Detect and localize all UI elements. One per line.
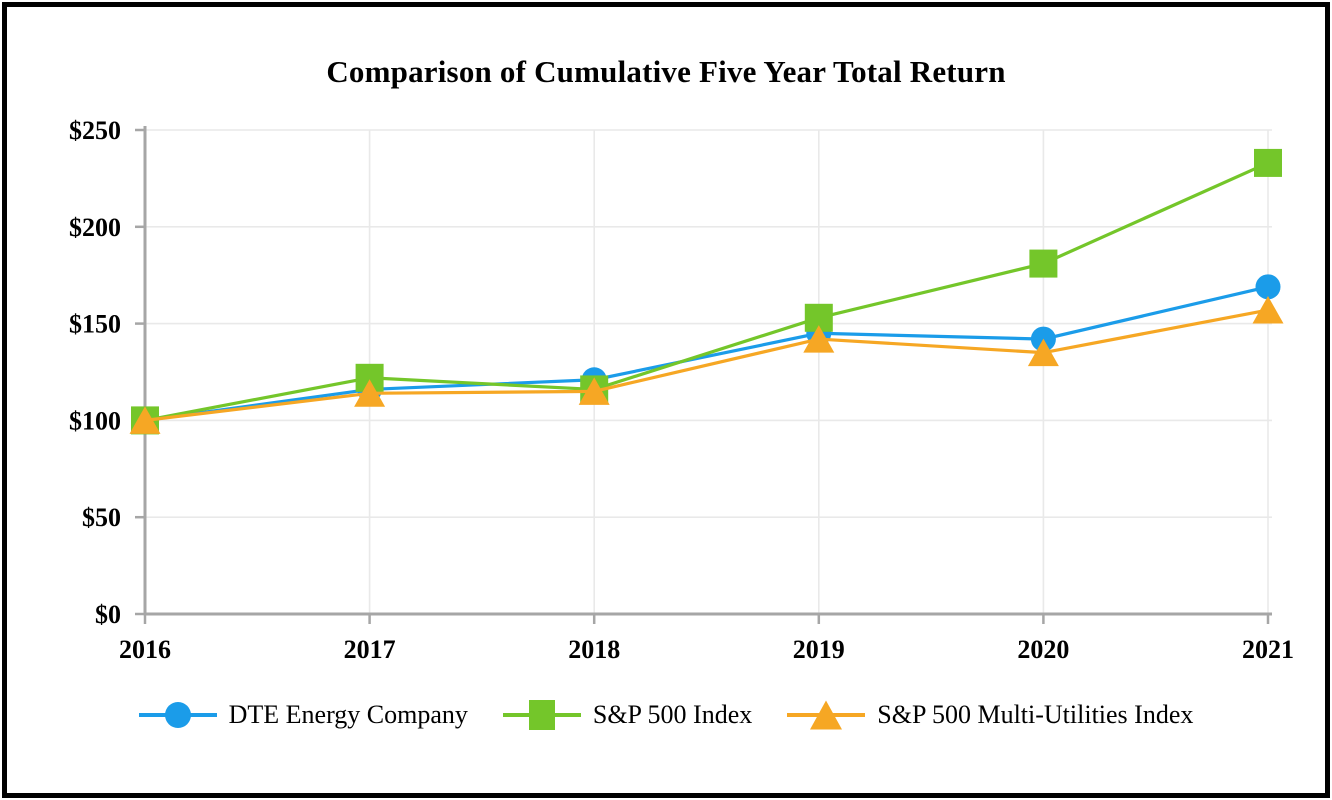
legend-label: DTE Energy Company <box>228 700 468 729</box>
legend-label: S&P 500 Multi-Utilities Index <box>877 700 1194 729</box>
data-point-triangle <box>1027 338 1059 367</box>
y-tick-label: $250 <box>69 116 121 145</box>
square-marker-icon <box>528 700 555 730</box>
x-tick-label: 2021 <box>1242 635 1294 664</box>
x-tick-label: 2016 <box>119 635 171 664</box>
triangle-marker-icon <box>810 700 843 730</box>
x-tick-label: 2020 <box>1017 635 1069 664</box>
y-tick-label: $50 <box>82 503 121 532</box>
data-point-triangle <box>1252 296 1284 324</box>
y-tick-label: $150 <box>69 310 121 339</box>
data-point-triangle <box>578 377 610 405</box>
chart-legend: DTE Energy Company S&P 500 Index S&P 500… <box>0 698 1332 732</box>
legend-swatch <box>787 698 866 732</box>
x-tick-label: 2019 <box>793 635 845 664</box>
chart-title: Comparison of Cumulative Five Year Total… <box>326 54 1006 89</box>
data-point-triangle <box>129 406 161 434</box>
data-point-triangle <box>803 325 835 353</box>
circle-marker-icon <box>164 702 191 728</box>
series-line-0 <box>144 285 1269 422</box>
y-tick-label: $100 <box>69 406 121 435</box>
legend-label: S&P 500 Index <box>592 700 753 729</box>
legend-swatch <box>502 698 581 732</box>
data-point-square <box>1254 148 1282 177</box>
x-tick-label: 2018 <box>568 635 620 664</box>
data-point-circle <box>1255 274 1281 300</box>
legend-item-dte-energy: DTE Energy Company <box>138 698 468 732</box>
legend-swatch <box>138 698 217 732</box>
series-line-2 <box>144 308 1269 422</box>
y-tick-label: $200 <box>69 213 121 242</box>
legend-item-sp500-multi-utilities: S&P 500 Multi-Utilities Index <box>787 698 1193 732</box>
series-line-1 <box>144 161 1269 422</box>
legend-item-sp500: S&P 500 Index <box>502 698 753 732</box>
data-point-triangle <box>354 379 386 407</box>
y-tick-label: $0 <box>95 600 121 629</box>
data-point-square <box>1029 249 1058 278</box>
x-tick-label: 2017 <box>344 635 396 664</box>
